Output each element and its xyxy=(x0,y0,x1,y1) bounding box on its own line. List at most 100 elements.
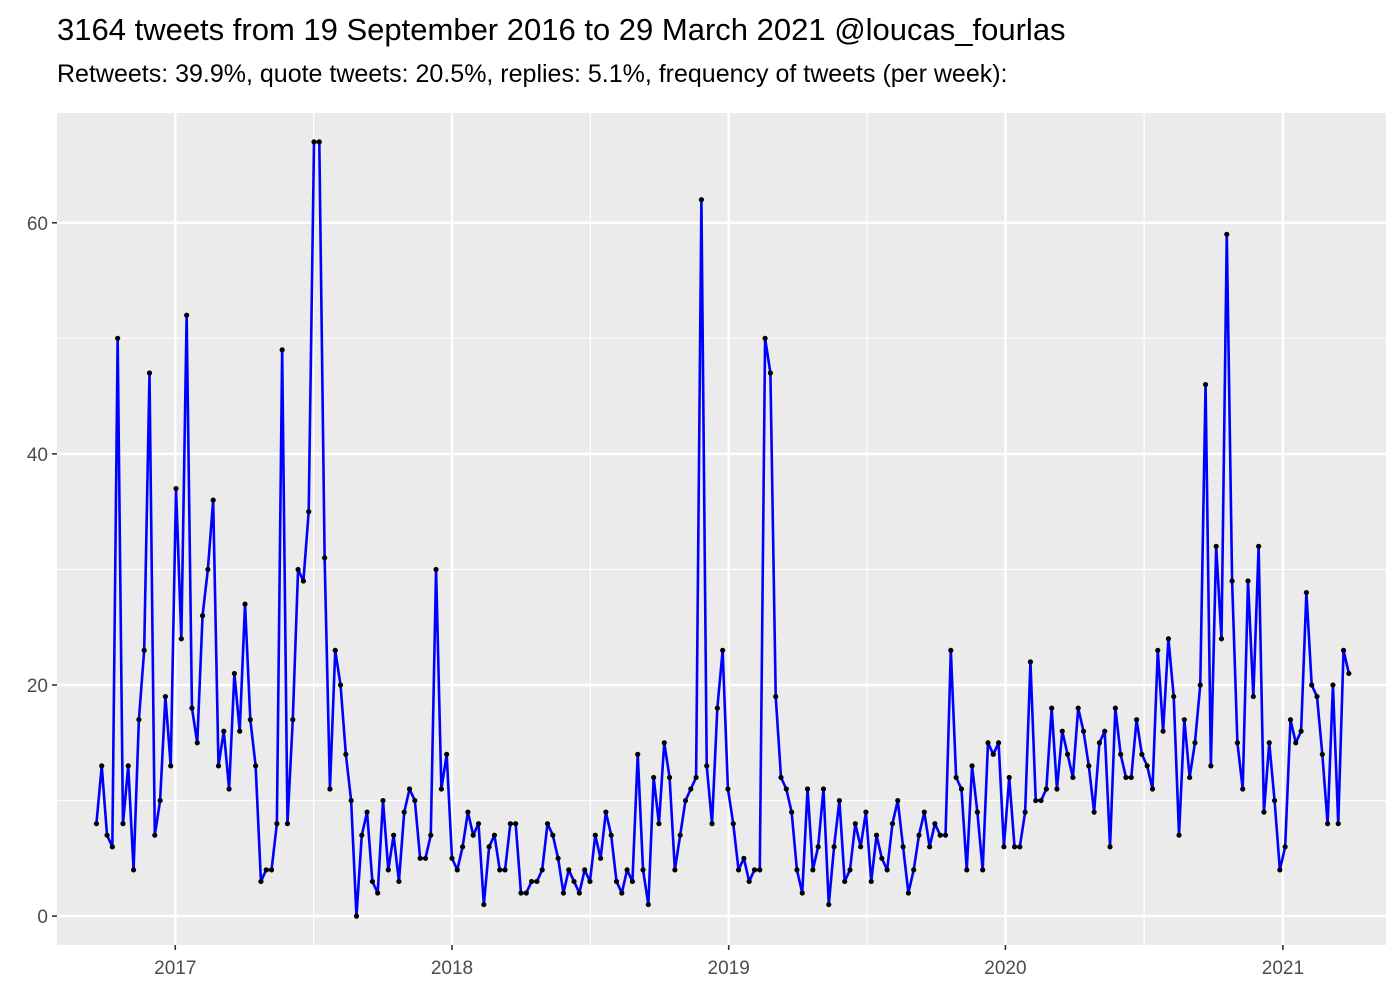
data-point xyxy=(905,890,911,896)
data-point xyxy=(741,855,747,861)
data-point xyxy=(295,566,301,573)
data-point xyxy=(518,890,524,896)
data-point xyxy=(1033,797,1039,804)
data-point xyxy=(831,844,837,850)
data-point xyxy=(1325,821,1331,827)
data-point xyxy=(1176,832,1182,838)
y-tick-label: 0 xyxy=(37,907,48,928)
minor-gridlines xyxy=(57,113,1386,945)
data-point xyxy=(486,844,492,850)
data-point xyxy=(714,705,720,711)
data-point xyxy=(1234,740,1241,746)
data-point xyxy=(1149,786,1156,792)
data-point xyxy=(364,809,370,815)
data-point xyxy=(1245,578,1251,584)
data-point xyxy=(109,844,115,850)
data-point xyxy=(682,797,689,804)
data-point xyxy=(199,613,206,619)
data-point xyxy=(258,878,264,885)
data-point xyxy=(858,844,864,850)
data-point xyxy=(210,497,216,503)
data-point xyxy=(231,670,237,677)
data-point xyxy=(125,763,131,769)
data-point xyxy=(247,717,253,723)
data-point xyxy=(189,705,195,711)
data-point xyxy=(1086,763,1092,769)
x-tick-label: 2017 xyxy=(154,958,196,979)
data-point xyxy=(762,335,768,341)
data-point xyxy=(1287,717,1294,723)
data-point xyxy=(99,763,105,769)
data-point xyxy=(221,728,227,734)
data-point xyxy=(428,832,434,838)
data-point xyxy=(1298,728,1304,734)
data-point xyxy=(215,763,222,769)
data-point xyxy=(359,832,365,838)
data-point xyxy=(1266,740,1272,746)
data-point xyxy=(1250,693,1256,700)
data-point xyxy=(391,832,397,838)
data-point xyxy=(1197,682,1203,688)
data-point xyxy=(1070,774,1076,781)
x-tick-label: 2020 xyxy=(984,958,1026,979)
plot-panel xyxy=(57,113,1386,945)
data-point xyxy=(964,867,970,873)
data-point xyxy=(1256,543,1262,549)
data-point xyxy=(810,867,816,873)
x-tick-label: 2019 xyxy=(708,958,750,979)
data-point xyxy=(873,832,880,838)
y-axis: 0 20 40 60 xyxy=(27,214,57,928)
data-point xyxy=(879,855,885,861)
data-point xyxy=(592,832,598,838)
data-point xyxy=(608,832,614,838)
data-point xyxy=(826,901,832,908)
data-point xyxy=(704,763,710,769)
data-point xyxy=(343,751,349,757)
data-point xyxy=(1123,774,1129,781)
data-point xyxy=(475,821,482,827)
data-point xyxy=(1277,867,1283,873)
data-point xyxy=(1261,809,1267,815)
data-point xyxy=(911,867,917,873)
data-point xyxy=(985,740,991,746)
data-point xyxy=(385,867,391,873)
data-point xyxy=(1340,647,1347,653)
data-point xyxy=(603,809,609,815)
data-point xyxy=(645,901,651,908)
data-point xyxy=(263,867,269,873)
data-point xyxy=(980,867,986,873)
data-point xyxy=(1165,636,1172,642)
data-point xyxy=(1160,728,1166,734)
data-point xyxy=(1144,763,1150,769)
x-tick-label: 2021 xyxy=(1262,958,1304,979)
data-point xyxy=(948,647,954,653)
data-point xyxy=(449,855,455,861)
data-point xyxy=(162,693,169,700)
data-point xyxy=(1102,728,1108,734)
data-point xyxy=(1096,740,1103,746)
data-point xyxy=(1171,693,1177,700)
data-point xyxy=(1303,589,1309,596)
data-point xyxy=(863,809,869,815)
data-point xyxy=(1059,728,1065,734)
x-axis: 2017 2018 2019 2020 2021 xyxy=(154,945,1304,979)
data-point xyxy=(725,786,731,792)
y-tick-label: 20 xyxy=(27,676,48,697)
data-point xyxy=(513,821,519,827)
data-point xyxy=(698,197,705,203)
y-tick-label: 60 xyxy=(27,214,48,235)
data-point xyxy=(783,786,789,792)
data-point xyxy=(290,717,296,723)
data-point xyxy=(958,786,965,792)
data-point xyxy=(1229,578,1235,584)
data-point xyxy=(921,809,927,815)
data-point xyxy=(1017,844,1023,850)
data-point xyxy=(1271,797,1278,804)
data-point xyxy=(348,797,354,804)
chart-subtitle: Retweets: 39.9%, quote tweets: 20.5%, re… xyxy=(57,60,1008,88)
data-point xyxy=(566,867,572,873)
data-point xyxy=(677,832,683,838)
data-point xyxy=(528,878,535,885)
data-point xyxy=(502,867,508,873)
data-point xyxy=(141,647,147,653)
